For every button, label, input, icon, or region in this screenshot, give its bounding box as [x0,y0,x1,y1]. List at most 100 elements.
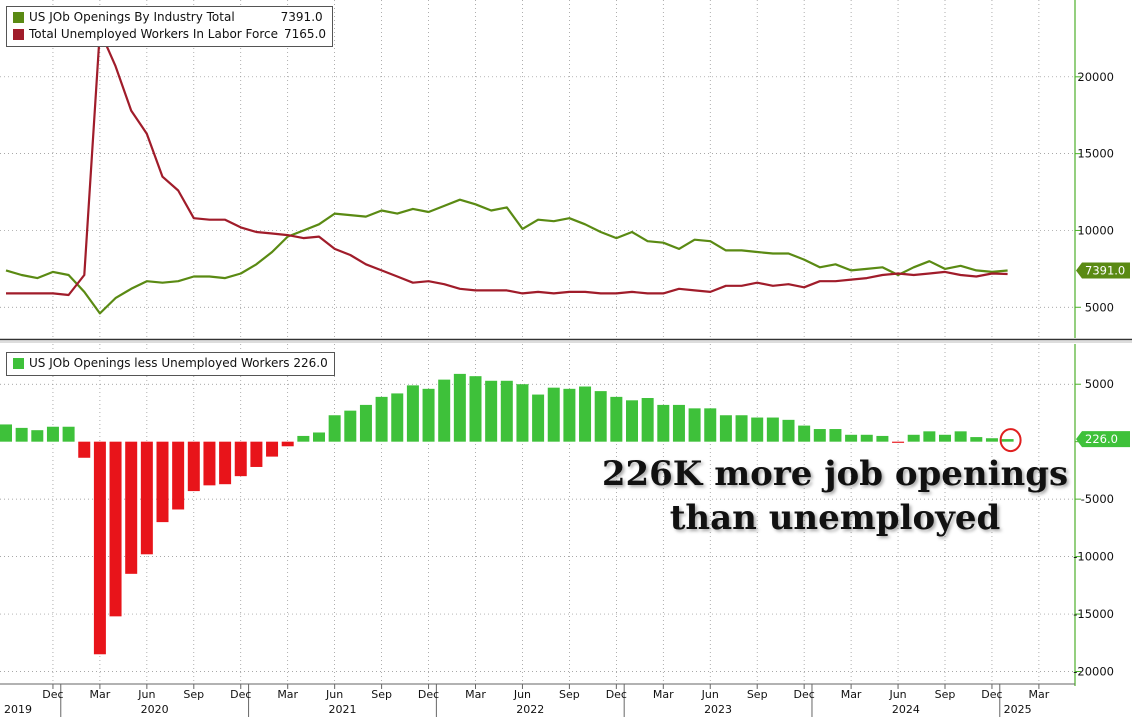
x-tick-label: Dec [230,688,251,701]
x-year-label: 2019 [4,703,32,716]
legend-value-unemployed: 7165.0 [284,27,327,41]
bar [140,441,153,555]
bar [735,415,748,442]
bar [172,441,185,510]
bar [46,426,59,442]
bar [954,431,967,442]
bar [93,441,106,655]
bar [313,432,325,442]
bottom-y-tick-label: 5000 [1085,377,1114,391]
bar [438,379,451,442]
top-y-tick-label: 5000 [1085,300,1114,314]
highlight-circle [999,428,1022,453]
bar [672,404,685,442]
x-tick-label: Mar [841,688,862,701]
bar [532,394,545,442]
x-year-label: 2022 [516,703,544,716]
end-tag-openings: 7391.0 [1076,262,1130,279]
bar [125,441,138,574]
legend-bottom: US JOb Openings less Unemployed Workers … [6,352,335,376]
x-year-label: 2023 [704,703,732,716]
bar [62,426,75,442]
x-tick-label: Sep [183,688,204,701]
bar [860,434,873,442]
bar [406,385,419,442]
legend-value-openings: 7391.0 [280,10,323,24]
end-tag-openings-label: 7391.0 [1085,264,1125,278]
annotation: 226K more job openings than unemployed [600,452,1070,540]
bar [359,404,372,442]
bar [266,441,279,457]
x-year-label: 2024 [892,703,920,716]
bar [375,396,388,442]
bar [751,417,764,442]
bar [31,430,44,442]
bar [0,424,12,442]
bar [626,400,638,442]
bar [766,417,779,442]
bar [579,386,592,442]
top-y-tick-label: 10000 [1077,223,1114,237]
bottom-y-tick-label: -5000 [1081,492,1114,506]
legend-label-openings: US JOb Openings By Industry Total [29,10,235,24]
bar [641,398,654,442]
bar [15,427,28,442]
bar [907,434,920,442]
bar [500,380,513,442]
bar [688,408,701,442]
x-tick-label: Sep [935,688,956,701]
x-tick-label: Mar [653,688,674,701]
bar [234,441,247,477]
bottom-y-tick-label: -15000 [1073,607,1114,621]
x-tick-label: Mar [465,688,486,701]
annotation-line-2: than unemployed [669,498,1001,538]
x-tick-label: Dec [42,688,63,701]
end-tag-difference-shape [1076,431,1130,448]
bar [187,441,200,492]
bars-layer [0,373,1014,655]
legend-top: US JOb Openings By Industry Total 7391.0… [6,6,334,47]
x-tick-label: Sep [747,688,768,701]
bar [547,387,560,442]
bar [281,441,294,447]
legend-swatch-difference [13,358,24,369]
bar [563,388,576,442]
bar [453,373,466,442]
bar [250,441,263,467]
legend-item-openings: US JOb Openings By Industry Total 7391.0 [13,9,326,26]
bar [1001,439,1014,442]
x-year-label: 2021 [328,703,356,716]
lines-layer [5,29,1008,315]
bar [391,393,404,442]
bar [782,419,795,442]
x-tick-label: Mar [277,688,298,701]
bar [516,384,529,442]
bar [876,435,889,442]
bar [328,415,341,442]
line-unemployed [6,29,1008,297]
bar [485,380,498,442]
line-openings [5,198,1008,315]
bar [845,434,858,442]
bar [610,396,623,442]
x-year-label: 2025 [1004,703,1032,716]
top-y-tick-label: 15000 [1077,147,1114,161]
x-tick-label: Mar [1029,688,1050,701]
bar [78,441,91,458]
annotation-line-1: 226K more job openings [601,454,1069,494]
legend-swatch-openings [13,12,24,23]
bar [203,441,216,486]
x-tick-label: Mar [90,688,111,701]
x-year-label: 2020 [141,703,169,716]
bar [344,410,357,442]
bar [297,435,310,442]
bar [798,425,811,442]
bar [219,441,232,485]
x-tick-label: Sep [559,688,580,701]
legend-label-unemployed: Total Unemployed Workers In Labor Force [29,27,279,41]
bar [109,441,122,617]
bar [594,391,607,442]
bar [939,434,951,442]
